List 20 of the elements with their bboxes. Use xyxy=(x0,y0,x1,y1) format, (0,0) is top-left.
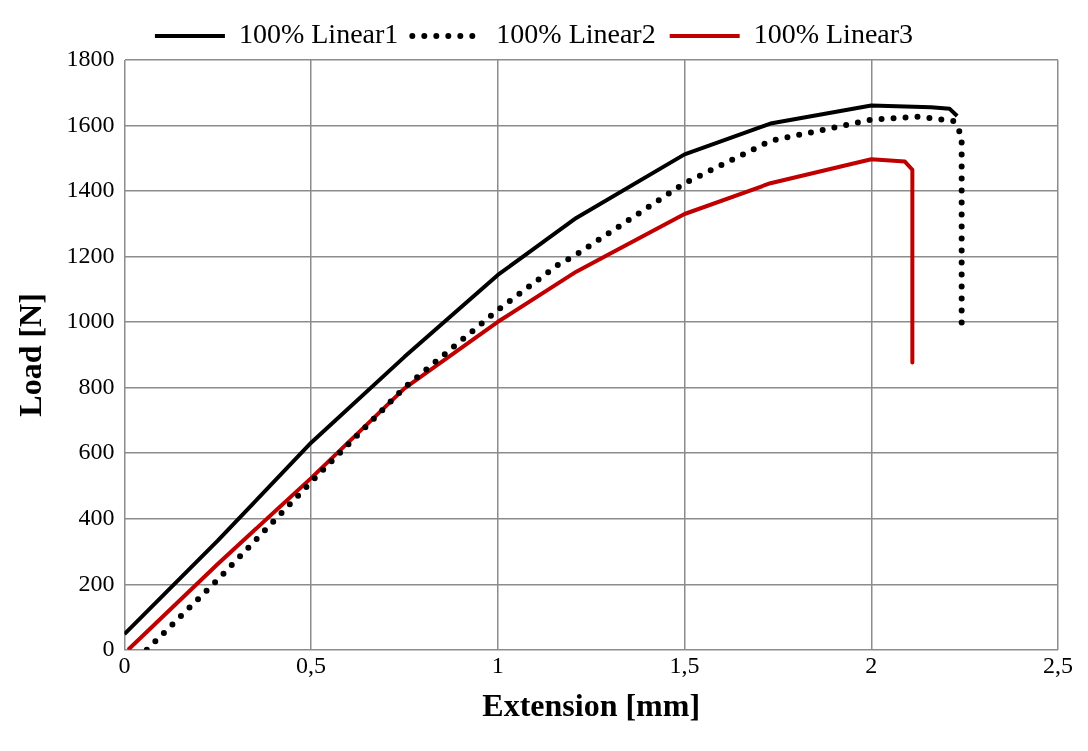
x-axis-title: Extension [mm] xyxy=(482,687,701,724)
y-tick-label: 600 xyxy=(78,438,115,465)
y-axis-title: Load [N] xyxy=(12,293,49,417)
y-tick-label: 800 xyxy=(78,372,115,399)
x-tick-label: 1,5 xyxy=(669,652,700,679)
legend-label: 100% Linear2 xyxy=(496,18,656,50)
y-tick-label: 1400 xyxy=(66,176,115,203)
y-tick-label: 200 xyxy=(78,569,115,596)
y-tick-label: 1800 xyxy=(66,45,115,72)
x-tick-label: 2 xyxy=(865,652,878,679)
y-tick-label: 1000 xyxy=(66,307,115,334)
y-tick-label: 0 xyxy=(102,635,115,662)
x-tick-label: 2,5 xyxy=(1043,652,1073,679)
legend-label: 100% Linear1 xyxy=(238,18,399,50)
y-tick-label: 400 xyxy=(78,504,115,531)
x-tick-label: 1 xyxy=(491,652,504,679)
legend-label: 100% Linear3 xyxy=(753,18,914,50)
y-tick-label: 1200 xyxy=(66,241,115,268)
y-tick-label: 1600 xyxy=(66,110,115,137)
x-tick-label: 0,5 xyxy=(296,652,327,679)
